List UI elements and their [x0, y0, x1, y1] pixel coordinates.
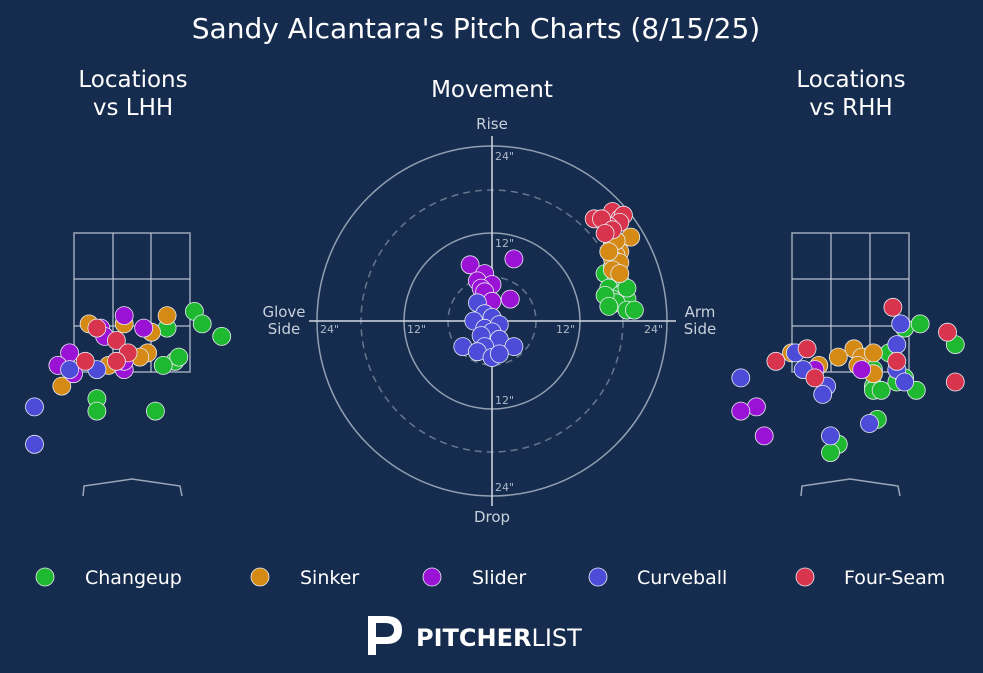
rhh-title-line2: vs RHH	[809, 95, 892, 121]
lhh-point-changeup	[192, 314, 212, 334]
legend-label-changeup: Changeup	[85, 567, 182, 589]
legend-marker-changeup	[35, 567, 55, 587]
lhh-point-changeup	[169, 347, 189, 367]
rhh-point-curveball	[821, 426, 840, 446]
pitch-points	[25, 202, 965, 463]
rhh-point-four-seam	[805, 368, 825, 388]
ring-label-right-12: 12"	[556, 323, 575, 336]
rhh-title-line1: Locations	[796, 67, 905, 93]
movement-point-curveball	[489, 344, 509, 364]
lhh-point-changeup	[153, 355, 173, 375]
rhh-point-four-seam	[766, 351, 786, 371]
lhh-point-four-seam	[107, 351, 126, 371]
drop-label: Drop	[474, 508, 510, 526]
legend: Changeup Sinker Slider Curveball Four-Se…	[35, 567, 945, 589]
rhh-point-slider	[852, 360, 872, 380]
rhh-point-curveball	[813, 384, 833, 404]
pitcherlist-logo: PITCHERLIST	[368, 616, 582, 655]
lhh-point-changeup	[87, 401, 107, 421]
lhh-point-four-seam	[107, 331, 126, 350]
lhh-point-changeup	[145, 401, 165, 421]
lhh-point-curveball	[25, 434, 44, 454]
legend-marker-four-seam	[795, 567, 815, 587]
rhh-point-curveball	[895, 372, 914, 392]
lhh-point-slider	[114, 306, 134, 326]
rhh-point-four-seam	[797, 339, 817, 359]
ring-label-bottom-24: 24"	[495, 481, 514, 494]
legend-marker-slider	[422, 567, 442, 587]
rhh-point-sinker	[828, 347, 848, 367]
legend-marker-sinker	[250, 567, 270, 587]
ring-label-bottom-12: 12"	[495, 394, 514, 407]
arm-side-label-line2: Side	[684, 320, 716, 338]
rhh-point-slider	[754, 426, 774, 446]
movement-point-sinker	[599, 242, 619, 262]
rhh-point-changeup	[910, 314, 930, 334]
lhh-point-changeup	[212, 326, 232, 346]
lhh-point-slider	[134, 318, 154, 338]
rhh-point-four-seam	[887, 351, 907, 371]
movement-point-slider	[500, 289, 520, 309]
lhh-point-curveball	[25, 397, 44, 417]
movement-point-slider	[504, 249, 524, 269]
brand-light: LIST	[531, 624, 582, 652]
rhh-point-curveball	[891, 314, 911, 334]
legend-marker-curveball	[588, 567, 608, 587]
pitcherlist-p-icon	[368, 616, 402, 655]
legend-label-sinker: Sinker	[300, 567, 359, 589]
brand-bold: PITCHER	[416, 624, 531, 652]
rhh-point-slider	[747, 397, 766, 417]
lhh-title-line2: vs LHH	[93, 95, 173, 121]
rhh-point-sinker	[864, 343, 883, 363]
lhh-point-curveball	[60, 360, 79, 380]
lhh-home-plate	[82, 478, 183, 497]
legend-label-four-seam: Four-Seam	[844, 567, 945, 589]
ring-label-right-24: 24"	[644, 323, 663, 336]
rhh-point-slider	[731, 401, 751, 421]
lhh-point-four-seam	[75, 351, 95, 371]
arm-side-label-line1: Arm	[685, 303, 716, 321]
legend-label-curveball: Curveball	[637, 567, 727, 589]
ring-label-left-24: 24"	[320, 323, 339, 336]
lhh-title-line1: Locations	[78, 67, 187, 93]
rise-label: Rise	[476, 115, 508, 133]
svg-text:PITCHERLIST: PITCHERLIST	[416, 624, 582, 652]
ring-label-top-12: 12"	[495, 237, 514, 250]
rhh-point-four-seam	[938, 322, 957, 342]
rhh-point-curveball	[887, 335, 907, 355]
glove-side-label-line1: Glove	[262, 303, 305, 321]
rhh-point-changeup	[821, 443, 840, 463]
rhh-point-four-seam	[945, 372, 965, 392]
legend-label-slider: Slider	[472, 567, 526, 589]
movement-point-changeup	[599, 296, 619, 316]
movement-point-slider	[460, 255, 480, 275]
glove-side-label-line2: Side	[268, 320, 300, 338]
rhh-point-curveball	[860, 414, 879, 433]
rhh-point-four-seam	[883, 297, 903, 317]
movement-point-sinker	[610, 264, 630, 284]
ring-label-top-24: 24"	[495, 150, 514, 163]
rhh-point-curveball	[731, 368, 751, 388]
lhh-point-sinker	[157, 306, 177, 326]
movement-point-changeup	[625, 300, 644, 320]
lhh-point-four-seam	[87, 318, 107, 338]
movement-title: Movement	[431, 77, 553, 103]
figure-title: Sandy Alcantara's Pitch Charts (8/15/25)	[192, 12, 760, 45]
ring-label-left-12: 12"	[407, 323, 426, 336]
rhh-point-changeup	[871, 380, 891, 400]
lhh-point-sinker	[52, 376, 72, 396]
rhh-home-plate	[800, 478, 901, 497]
movement-point-four-seam	[595, 223, 615, 243]
